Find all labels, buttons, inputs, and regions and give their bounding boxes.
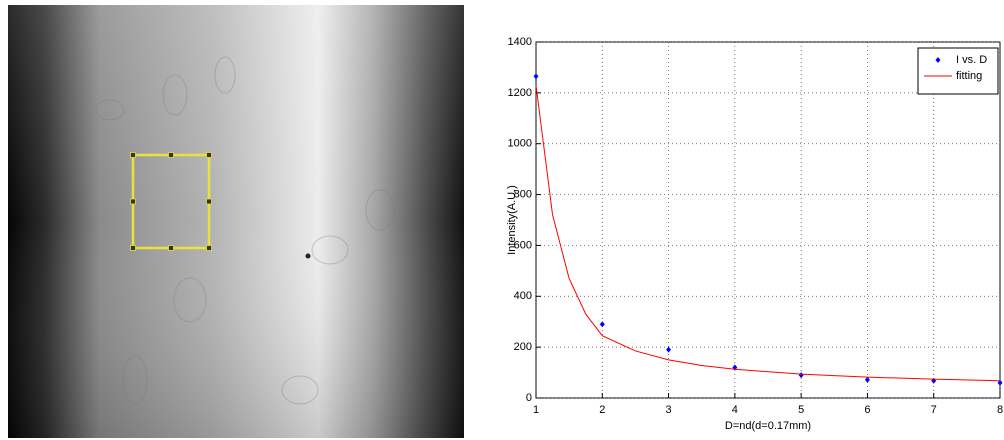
image-shading	[8, 5, 464, 438]
y-tick-label: 1000	[508, 138, 532, 150]
y-tick-label: 600	[514, 239, 532, 251]
x-tick-label: 5	[798, 404, 804, 416]
roi-handles[interactable]	[130, 152, 212, 251]
microscope-image	[8, 5, 464, 438]
y-tick-label: 200	[514, 341, 532, 353]
data-point	[864, 376, 870, 383]
y-tick-label: 400	[514, 290, 532, 302]
x-tick-label: 2	[599, 404, 605, 416]
selection-roi[interactable]	[130, 152, 212, 251]
plot-area	[535, 41, 1001, 399]
cell-outlines	[95, 56, 395, 405]
fit-line	[535, 85, 1001, 382]
y-axis-label: Intensity(A.U.)	[506, 185, 518, 255]
data-point	[666, 346, 672, 353]
chart: D=nd(d=0.17mm) Intensity(A.U.) 0 200 400 60…	[506, 36, 1003, 432]
x-tick-label: 6	[864, 404, 870, 416]
legend-label: I vs. D	[956, 54, 987, 66]
x-tick-label: 4	[732, 404, 738, 416]
y-tick-label: 0	[526, 392, 532, 404]
speck	[305, 253, 311, 259]
x-tick-label: 8	[997, 404, 1003, 416]
legend-box	[917, 47, 999, 95]
x-tick-label: 7	[931, 404, 937, 416]
x-tick-label: 1	[533, 404, 539, 416]
y-tick-label: 1200	[508, 87, 532, 99]
legend: I vs. D fitting	[917, 47, 999, 95]
x-tick-label: 3	[666, 404, 672, 416]
data-point	[533, 73, 539, 80]
y-tick-label: 1400	[508, 36, 532, 48]
x-axis-label: D=nd(d=0.17mm)	[725, 420, 811, 432]
legend-swatch	[935, 57, 941, 63]
data-point	[599, 321, 605, 328]
y-tick-label: 800	[514, 188, 532, 200]
data-point	[997, 379, 1003, 386]
legend-label: fitting	[956, 70, 982, 82]
